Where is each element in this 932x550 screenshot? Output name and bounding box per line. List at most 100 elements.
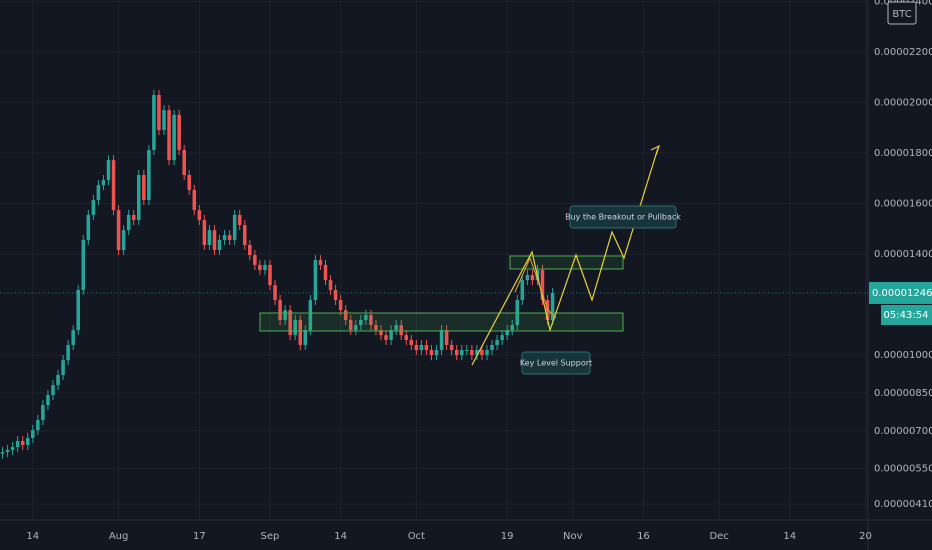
candle-body bbox=[490, 344, 494, 351]
candle-body bbox=[520, 280, 525, 301]
candle-body bbox=[540, 269, 545, 301]
candle-body bbox=[111, 160, 116, 211]
candle-body bbox=[187, 175, 192, 190]
candle-body bbox=[500, 335, 504, 340]
candle-body bbox=[131, 214, 136, 220]
candle-body bbox=[374, 325, 378, 331]
candle-body bbox=[36, 419, 40, 431]
candle-body bbox=[318, 260, 323, 265]
annotation-text: Key Level Support bbox=[520, 359, 592, 368]
grid bbox=[0, 0, 868, 520]
x-tick-label: Aug bbox=[109, 531, 129, 542]
candle-body bbox=[459, 350, 464, 356]
y-tick-label: 0.00000850 bbox=[874, 388, 932, 399]
candle-body bbox=[343, 310, 348, 320]
x-tick-label: 19 bbox=[501, 531, 514, 542]
candle-body bbox=[359, 319, 363, 326]
candle-body bbox=[227, 235, 232, 240]
candle-body bbox=[389, 330, 393, 340]
candle-body bbox=[222, 235, 227, 240]
candle-body bbox=[253, 255, 257, 265]
x-tick-label: 14 bbox=[783, 531, 796, 542]
candle-body bbox=[167, 110, 171, 161]
candle-body bbox=[313, 260, 318, 301]
x-tick-label: 14 bbox=[26, 531, 39, 542]
candle-body bbox=[525, 275, 530, 281]
x-tick-label: 20 bbox=[859, 531, 872, 542]
candle-body bbox=[46, 394, 50, 406]
candle-body bbox=[308, 300, 313, 331]
candle-body bbox=[212, 230, 217, 251]
projection-path bbox=[471, 147, 659, 366]
x-tick-label: Oct bbox=[408, 531, 425, 542]
symbol-box bbox=[887, 1, 917, 25]
symbol-label: BTC bbox=[892, 9, 911, 20]
candle-body bbox=[152, 94, 156, 151]
candle-body bbox=[202, 219, 207, 245]
candle-body bbox=[530, 275, 535, 281]
y-tick-label: 0.00001600 bbox=[874, 199, 932, 210]
annotation-box bbox=[521, 351, 591, 375]
candle-body bbox=[288, 310, 292, 336]
countdown-box bbox=[881, 304, 932, 325]
x-tick-label: 17 bbox=[193, 531, 206, 542]
candle-body bbox=[369, 314, 373, 326]
candle-body bbox=[121, 230, 126, 251]
candle-body bbox=[61, 360, 65, 376]
candle-body bbox=[197, 210, 202, 220]
candle-body bbox=[15, 440, 20, 448]
candle-body bbox=[31, 430, 35, 438]
candle-body bbox=[429, 350, 434, 356]
x-tick-label: 14 bbox=[334, 531, 347, 542]
candle-body bbox=[137, 175, 141, 220]
candle-body bbox=[237, 214, 242, 226]
y-tick-label: 0.00002000 bbox=[874, 98, 932, 109]
candle-body bbox=[298, 319, 303, 345]
candle-body bbox=[475, 350, 479, 356]
candle-body bbox=[25, 437, 30, 445]
candle-body bbox=[41, 405, 45, 420]
candle-body bbox=[242, 225, 247, 245]
candle-body bbox=[449, 344, 454, 351]
candle-body bbox=[56, 375, 60, 386]
candle-body bbox=[364, 314, 368, 320]
candle-body bbox=[354, 325, 358, 331]
support-zone bbox=[259, 312, 624, 332]
candle-body bbox=[268, 264, 272, 286]
candle-body bbox=[283, 310, 287, 320]
candle-body bbox=[217, 239, 222, 251]
candle-body bbox=[51, 385, 55, 395]
candle-body bbox=[303, 330, 308, 345]
last-price-label: 0.00001246 bbox=[872, 288, 932, 299]
candle-body bbox=[404, 335, 409, 340]
candle-body bbox=[5, 450, 10, 453]
candle-body bbox=[232, 214, 237, 240]
candle-body bbox=[258, 264, 262, 270]
candle-body bbox=[470, 350, 474, 356]
candle-body bbox=[147, 150, 151, 201]
candle-body bbox=[338, 300, 343, 311]
candle-body bbox=[172, 114, 176, 161]
candle-body bbox=[162, 110, 166, 131]
y-tick-label: 0.00002200 bbox=[874, 47, 932, 58]
candle-body bbox=[379, 330, 383, 336]
candle-body bbox=[485, 350, 489, 356]
candle-body bbox=[86, 214, 91, 240]
candle-body bbox=[182, 150, 186, 176]
candle-body bbox=[510, 325, 514, 331]
y-tick-label: 0.00001400 bbox=[874, 249, 932, 260]
candle-body bbox=[465, 350, 469, 352]
candle-body bbox=[192, 189, 197, 211]
arrow-head bbox=[650, 144, 661, 156]
candle-body bbox=[333, 289, 338, 301]
candle-body bbox=[126, 214, 131, 231]
candle-body bbox=[91, 200, 96, 215]
candle-body bbox=[424, 344, 429, 351]
candle-body bbox=[106, 160, 111, 181]
last-price-box bbox=[869, 281, 932, 304]
candle-body bbox=[409, 339, 414, 345]
candle-body bbox=[248, 244, 252, 256]
countdown-label: 05:43:54 bbox=[884, 310, 929, 321]
